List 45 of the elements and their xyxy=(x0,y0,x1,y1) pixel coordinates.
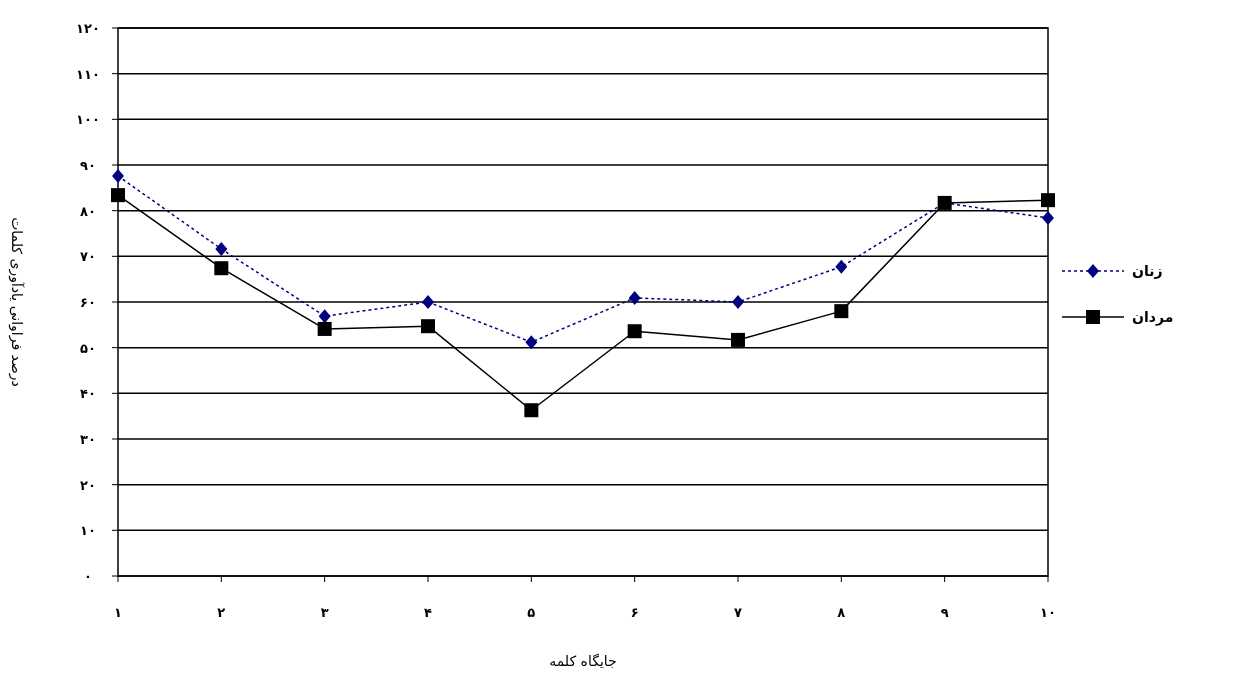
x-tick-label: ۷ xyxy=(734,605,743,620)
y-tick-label: ۸۰ xyxy=(80,203,96,219)
x-axis-title: جایگاه کلمه xyxy=(549,653,617,669)
y-tick-label: ۶۰ xyxy=(80,295,96,310)
y-tick-label: ۵۰ xyxy=(80,340,96,356)
x-tick-label: ۵ xyxy=(527,605,536,620)
point xyxy=(214,261,229,276)
point xyxy=(318,309,331,324)
point xyxy=(1041,193,1055,208)
point xyxy=(421,319,435,334)
legend-label: مردان xyxy=(1132,309,1174,326)
point xyxy=(422,295,434,309)
y-tick-label: ۳۰ xyxy=(80,432,96,447)
point xyxy=(317,321,332,336)
point xyxy=(731,332,745,347)
y-tick-label: ۰ xyxy=(84,569,92,584)
point xyxy=(834,304,849,319)
x-tick-label: ۱ xyxy=(114,605,122,620)
y-tick-label: ۱۰ xyxy=(80,523,96,539)
point xyxy=(111,188,125,203)
x-tick-label: ۶ xyxy=(630,605,639,620)
point xyxy=(524,403,539,418)
x-tick-label: ۴ xyxy=(424,605,433,620)
y-tick-label: ۱۰۰ xyxy=(76,112,100,128)
x-tick-label: ۲ xyxy=(217,605,226,620)
y-tick-label: ۴۰ xyxy=(80,386,96,402)
point xyxy=(835,259,848,274)
y-tick-label: ۱۱۰ xyxy=(76,66,100,82)
y-tick-label: ۹۰ xyxy=(80,158,96,173)
y-tick-label: ۲۰ xyxy=(80,477,96,493)
x-tick-label: ۳ xyxy=(320,605,329,620)
y-tick-label: ۱۲۰ xyxy=(76,21,100,36)
point xyxy=(215,242,228,257)
y-tick-label: ۷۰ xyxy=(80,249,96,265)
point xyxy=(1042,210,1054,225)
point xyxy=(627,324,642,339)
legend-label: زنان xyxy=(1132,263,1163,279)
point xyxy=(112,168,124,183)
x-tick-label: ۸ xyxy=(837,605,846,620)
point xyxy=(525,335,538,350)
x-tick-label: ۹ xyxy=(940,605,949,620)
x-tick-label: ۱۰ xyxy=(1040,605,1056,620)
point xyxy=(732,295,744,309)
y-axis-title: درصد فراوانی یادآوری کلمات xyxy=(8,217,25,387)
point xyxy=(628,290,641,305)
